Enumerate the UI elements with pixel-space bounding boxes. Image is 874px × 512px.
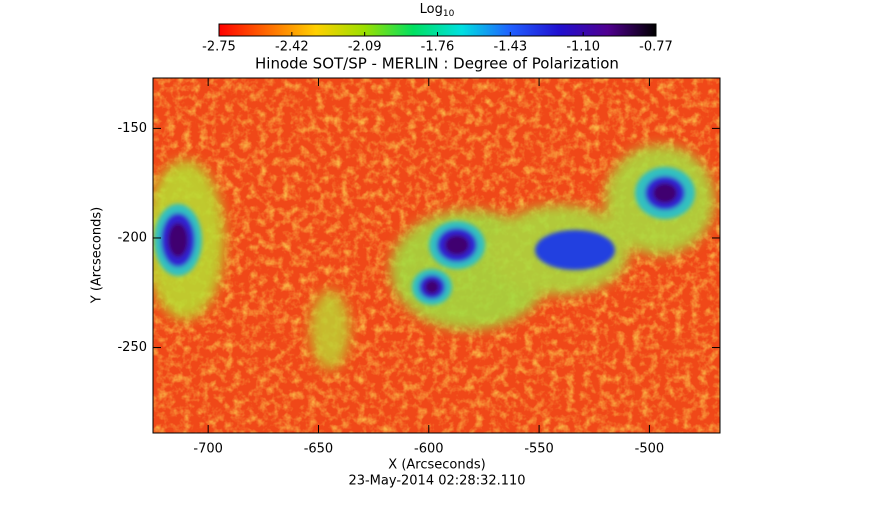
y-tick-label: -200 bbox=[117, 230, 147, 245]
y-tick-label: -250 bbox=[117, 340, 147, 355]
date-annotation: 23-May-2014 02:28:32.110 bbox=[348, 474, 525, 489]
colorbar-label-subscript: 10 bbox=[443, 9, 455, 19]
x-axis-label: X (Arcseconds) bbox=[388, 458, 485, 473]
x-tick-label: -700 bbox=[193, 442, 223, 457]
colorbar-tick-label: -0.77 bbox=[639, 40, 673, 55]
colorbar-label: Log10 bbox=[420, 2, 455, 19]
y-tick-label: -150 bbox=[117, 121, 147, 136]
solar-image bbox=[153, 78, 720, 433]
colorbar-label-text: Log bbox=[420, 2, 443, 17]
x-tick-label: -500 bbox=[635, 442, 665, 457]
x-tick-label: -650 bbox=[304, 442, 334, 457]
colorbar-tick-label: -2.42 bbox=[275, 40, 309, 55]
chart-title: Hinode SOT/SP - MERLIN : Degree of Polar… bbox=[255, 55, 619, 73]
colorbar-tick-label: -2.75 bbox=[202, 40, 236, 55]
colorbar-tick-label: -1.10 bbox=[566, 40, 600, 55]
plot-frame bbox=[152, 77, 721, 434]
colorbar-tick-label: -2.09 bbox=[348, 40, 382, 55]
x-tick-label: -550 bbox=[524, 442, 554, 457]
colorbar-tick-label: -1.43 bbox=[494, 40, 528, 55]
y-axis-label: Y (Arcseconds) bbox=[90, 207, 105, 304]
colorbar-tick-label: -1.76 bbox=[421, 40, 455, 55]
x-tick-label: -600 bbox=[414, 442, 444, 457]
